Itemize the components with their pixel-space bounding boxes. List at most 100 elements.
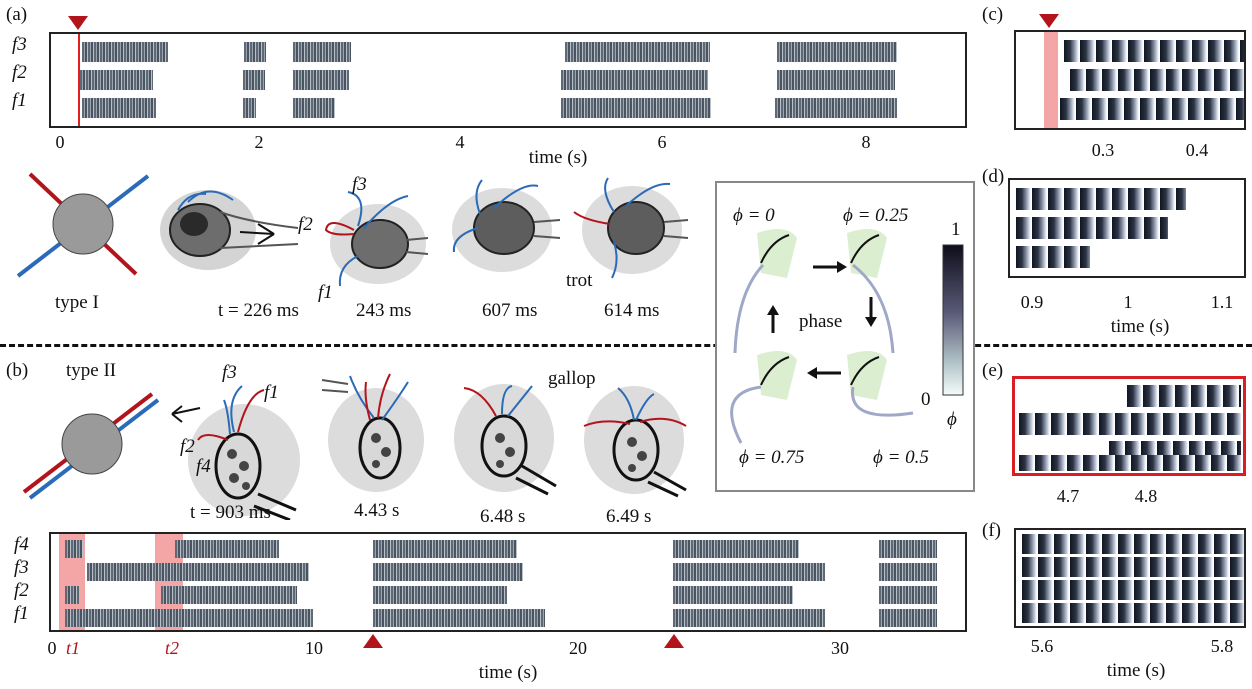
beat-bar [777,70,895,90]
beat-bar [161,586,297,604]
phase-tiles [1127,385,1241,407]
colorbar-min: 0 [921,389,931,410]
beat-bar [879,540,937,558]
row-label-f3: f3 [12,34,27,55]
beat-bar [243,70,265,90]
frame-time-243ms: 243 ms [356,300,412,321]
tick-d-0.9: 0.9 [1020,292,1044,312]
beat-bar [80,70,153,90]
marker-triangle-b1 [363,634,383,648]
beat-bar [65,609,313,627]
beat-bar [293,70,349,90]
beat-bar [673,563,825,581]
panel-f-raster [1014,528,1246,628]
panel-d-label: (d) [982,166,1005,187]
beat-bar [879,586,937,604]
frame-time-4.43s: 4.43 s [354,500,400,521]
phase-tiles [1019,455,1241,471]
marker-triangle-c [1039,14,1059,28]
beat-bar [777,42,897,62]
panel-d-xlabel: time (s) [1110,316,1170,337]
phase-tiles [1016,217,1168,239]
panel-a-raster [49,32,967,128]
tick-e-4.7: 4.7 [1056,486,1080,506]
panel-a-label: (a) [6,4,28,25]
phase-tiles [1022,580,1244,600]
cell-image-6.49s [583,386,687,498]
beat-bar [565,42,710,62]
gait-label-trot: trot [566,270,593,291]
flagellum-label-f1-b: f1 [264,382,279,403]
type1-title: type I [55,292,99,313]
frame-time-607ms: 607 ms [482,300,538,321]
row-label-f4-b: f4 [14,534,29,555]
mark-t2: t2 [164,638,179,658]
highlight-band [1044,32,1058,128]
flagellum-label-f4-b: f4 [196,456,211,477]
phase-tiles [1060,98,1244,120]
frame-time-6.49s: 6.49 s [606,506,652,527]
panel-b-raster [49,532,967,632]
frame-time-226ms: t = 226 ms [218,300,299,321]
cell-image-614ms [573,177,689,279]
phase-tiles [1022,534,1244,554]
beat-bar [82,98,156,118]
cell-image-4.43s [321,373,424,492]
flagellum-label-f2: f2 [298,214,313,235]
phase-word: phase [799,311,843,332]
beat-bar [65,540,83,558]
beat-bar [775,98,897,118]
cell-image-243ms [324,191,428,287]
tick-b-0: 0 [47,638,57,658]
phase-label-0.5: ϕ = 0.5 [873,447,929,468]
frame-time-6.48s: 6.48 s [480,506,526,527]
phase-tiles [1019,413,1241,435]
mark-t1: t1 [65,638,80,658]
beat-bar [243,98,256,118]
beat-bar [373,586,507,604]
beat-bar [879,563,937,581]
panel-b-xlabel: time (s) [478,662,538,683]
beat-bar [561,70,708,90]
tick-a-0: 0 [55,132,65,152]
cell-image-607ms [452,179,561,272]
beat-bar [673,609,825,627]
flagellum-label-f3: f3 [352,174,367,195]
tick-b-10: 10 [305,638,323,658]
row-label-f2: f2 [12,62,27,83]
tick-a-6: 6 [657,132,667,152]
phase-label-0: ϕ = 0 [733,205,775,226]
panel-f-label: (f) [982,520,1001,541]
beat-bar [879,609,937,627]
section-divider [0,344,1252,347]
panel-c-label: (c) [982,4,1004,25]
row-label-f1: f1 [12,90,27,111]
tick-b-20: 20 [569,638,587,658]
tick-f-5.6: 5.6 [1030,636,1054,656]
beat-bar [82,42,168,62]
row-label-f2-b: f2 [14,580,29,601]
flagellum-label-f1: f1 [318,282,333,303]
cell-image-226ms [160,190,299,270]
tick-c-0.3: 0.3 [1091,140,1115,160]
frame-time-614ms: 614 ms [604,300,660,321]
panel-a-xlabel: time (s) [528,147,588,168]
phase-tiles [1022,603,1244,623]
beat-bar [373,540,517,558]
phase-label-0.75: ϕ = 0.75 [739,447,805,468]
panel-b-label: (b) [6,360,29,381]
marker-triangle-b2 [664,634,684,648]
frame-time-903ms: t = 903 ms [190,502,271,523]
phase-cycle-diagram [730,229,964,444]
panel-e-label: (e) [982,360,1004,381]
panel-c-raster [1014,30,1246,130]
type2-title: type II [66,360,117,381]
phase-label-0.25: ϕ = 0.25 [843,205,909,226]
tick-a-8: 8 [861,132,871,152]
type1-schematic [16,172,150,278]
flagellum-label-f3-b: f3 [222,362,237,383]
marker-triangle-a [68,16,88,30]
cell-image-903ms [171,385,300,520]
phase-tiles [1016,246,1090,268]
tick-a-2: 2 [254,132,264,152]
